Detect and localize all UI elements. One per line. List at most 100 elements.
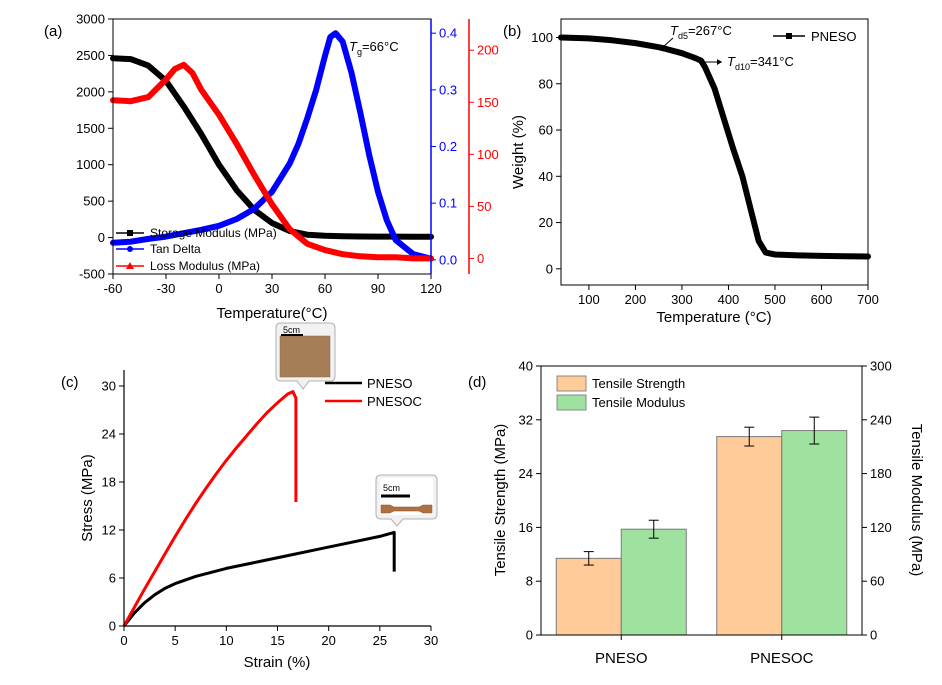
panel-b-y-tick-label: 0 <box>546 261 553 276</box>
panel-a-loss-tick-label: 150 <box>477 95 499 110</box>
panel-d-left-tick-label: 0 <box>526 628 533 643</box>
panel-c-ylabel: Stress (MPa) <box>79 454 96 542</box>
panel-a-x-tick-label: 30 <box>265 281 279 296</box>
panel-b-label: (b) <box>503 23 521 40</box>
legend-swatch-modulus <box>556 394 587 411</box>
panel-a-loss-tick-label: 50 <box>477 199 491 214</box>
panel-a-tan-tick-label: 0.3 <box>439 82 457 97</box>
bar-tensile-modulus <box>620 528 687 636</box>
panel-a-loss-tick-label: 200 <box>477 43 499 58</box>
bar-tensile-strength <box>716 436 783 636</box>
panel-d-left-tick-label: 40 <box>519 359 533 374</box>
panel-c-x-tick-label: 5 <box>172 633 179 648</box>
panel-c-x-tick-label: 10 <box>219 633 233 648</box>
panel-b-x-tick-label: 500 <box>764 292 786 307</box>
panel-c-x-tick-label: 30 <box>424 633 438 648</box>
legend-swatch-strength <box>556 375 587 392</box>
panel-c-y-tick-label: 12 <box>102 523 116 538</box>
panel-d-ylabel-left: Tensile Strength (MPa) <box>492 424 509 577</box>
inset-dogbone-photo: 5cm <box>375 474 438 527</box>
panel-c-y-tick-label: 0 <box>109 619 116 634</box>
panel-a-x-tick-label: 60 <box>318 281 332 296</box>
panel-d-left-tick-label: 8 <box>526 574 533 589</box>
legend-circle-marker <box>127 246 133 252</box>
legend-pnesoc-c: PNESOC <box>367 394 422 409</box>
panel-c-y-tick-label: 6 <box>109 571 116 586</box>
panel-c-y-tick-label: 30 <box>102 379 116 394</box>
legend-modulus: Tensile Modulus <box>592 395 686 410</box>
panel-d: (d) 0 8 16 24 32 40 0 60 120 180 240 300 PNESO PNESOC… <box>468 359 925 668</box>
panel-a-storage-tick-label: 0 <box>98 230 105 245</box>
panel-c-y-tick-label: 18 <box>102 475 116 490</box>
panel-a-tan-tick-label: 0.4 <box>439 26 457 41</box>
panel-b-x-tick-label: 100 <box>578 292 600 307</box>
series-line-pnesoc <box>122 390 298 627</box>
bar-tensile-strength <box>555 557 622 636</box>
panel-c-x-tick-label: 0 <box>120 633 127 648</box>
panel-a-storage-tick-label: -500 <box>79 267 105 282</box>
panel-d-right-tick-label: 60 <box>870 574 884 589</box>
panel-b-y-tick-label: 80 <box>539 76 553 91</box>
panel-c-legend: PNESO PNESOC <box>325 376 422 409</box>
panel-a-storage-tick-label: 2000 <box>76 84 105 99</box>
panel-c-y-tick-label: 24 <box>102 427 116 442</box>
panel-d-frame <box>540 365 863 636</box>
panel-a-storage-tick-label: 500 <box>83 194 105 209</box>
panel-d-right-tick-label: 0 <box>870 628 877 643</box>
series-line-tan <box>110 30 434 262</box>
panel-c-xlabel: Strain (%) <box>244 654 311 671</box>
panel-b-y-tick-label: 40 <box>539 169 553 184</box>
series-line-loss <box>110 61 434 262</box>
panel-a-x-tick-label: 120 <box>420 281 442 296</box>
panel-a: (a) -60 -30 0 30 60 90 120-5000500100015002000… <box>44 12 499 323</box>
td5-annotation: Td5=267°C <box>670 23 732 41</box>
panel-a-loss-tick-label: 0 <box>477 251 484 266</box>
legend-pneso-c: PNESO <box>367 376 413 391</box>
panel-d-legend: Tensile Strength Tensile Modulus <box>556 375 686 411</box>
panel-b: (b) 100 200 300 400 500 600 700 0 20 40 60 80 100 Te… <box>503 18 879 326</box>
legend-pneso-b: PNESO <box>811 29 857 44</box>
panel-d-right-tick-label: 120 <box>870 520 892 535</box>
panel-d-right-tick-label: 240 <box>870 412 892 427</box>
panel-a-storage-tick-label: 1500 <box>76 121 105 136</box>
td10-annotation: Td10=341°C <box>727 54 794 72</box>
panel-b-x-tick-label: 400 <box>718 292 740 307</box>
inset-sheet-photo: 5cm <box>275 322 336 390</box>
panel-c-x-tick-label: 15 <box>270 633 284 648</box>
panel-d-right-tick-label: 300 <box>870 359 892 374</box>
panel-b-y-tick-label: 20 <box>539 215 553 230</box>
panel-b-y-tick-label: 60 <box>539 123 553 138</box>
bar-tensile-modulus <box>781 430 848 636</box>
legend-loss: Loss Modulus (MPa) <box>150 259 260 273</box>
panel-d-left-tick-label: 32 <box>519 412 533 427</box>
panel-a-label: (a) <box>44 23 62 40</box>
panel-a-x-tick-label: 90 <box>371 281 385 296</box>
panel-c-label: (c) <box>61 374 79 391</box>
panel-b-x-tick-label: 600 <box>811 292 833 307</box>
panel-a-x-tick-label: 0 <box>215 281 222 296</box>
panel-b-ylabel: Weight (%) <box>510 115 527 189</box>
legend-square-marker <box>127 230 133 236</box>
panel-a-tan-tick-label: 0.0 <box>439 252 457 267</box>
panel-a-legend: Storage Modulus (MPa) Tan Delta Loss Mod… <box>116 226 277 273</box>
panel-d-category-label: PNESO <box>595 650 648 667</box>
panel-a-xlabel: Temperature(°C) <box>216 305 327 322</box>
panel-d-category-label: PNESOC <box>750 650 814 667</box>
panel-a-tan-tick-label: 0.1 <box>439 196 457 211</box>
series-line-pneso-tga <box>558 34 871 260</box>
panel-d-ylabel-right: Tensile Modulus (MPa) <box>908 424 925 577</box>
panel-a-x-tick-label: -60 <box>104 281 123 296</box>
panel-c-x-tick-label: 20 <box>321 633 335 648</box>
panel-a-x-tick-label: -30 <box>157 281 176 296</box>
panel-b-x-tick-label: 700 <box>857 292 879 307</box>
panel-b-x-tick-label: 200 <box>625 292 647 307</box>
panel-b-x-tick-label: 300 <box>671 292 693 307</box>
panel-b-xlabel: Temperature (°C) <box>656 309 771 326</box>
panel-a-loss-tick-label: 100 <box>477 147 499 162</box>
inset-scale-label-1: 5cm <box>283 325 300 335</box>
panel-a-storage-tick-label: 3000 <box>76 12 105 27</box>
inset-scale-label-2: 5cm <box>383 483 400 493</box>
panel-d-left-tick-label: 16 <box>519 520 533 535</box>
panel-b-y-tick-label: 100 <box>531 30 553 45</box>
